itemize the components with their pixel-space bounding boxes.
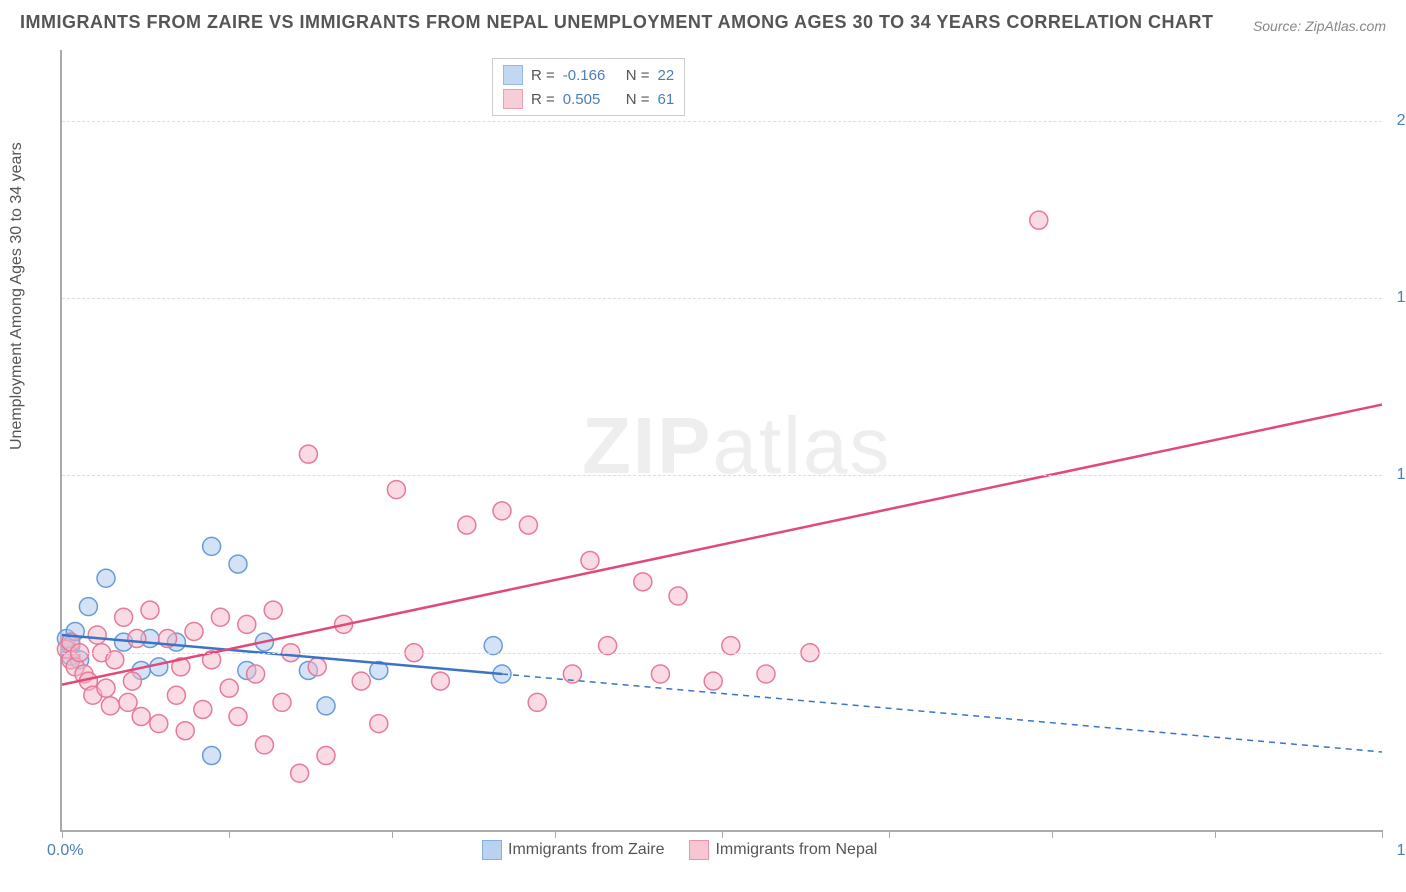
x-tick (1382, 830, 1383, 838)
scatter-point (704, 672, 722, 690)
scatter-point (238, 615, 256, 633)
scatter-point (229, 555, 247, 573)
x-tick (1052, 830, 1053, 838)
scatter-point (119, 693, 137, 711)
gridline (62, 121, 1382, 122)
scatter-point (176, 722, 194, 740)
legend-series-item: Immigrants from Zaire (482, 840, 664, 860)
legend-n-label: N = (626, 67, 650, 84)
trend-line (62, 635, 502, 674)
plot-area: ZIPatlas R =-0.166N =22R =0.505N =61 Imm… (60, 50, 1382, 832)
scatter-point (101, 697, 119, 715)
scatter-point (220, 679, 238, 697)
legend-r-label: R = (531, 91, 555, 108)
scatter-point (203, 747, 221, 765)
gridline (62, 653, 1382, 654)
scatter-point (458, 516, 476, 534)
x-tick (555, 830, 556, 838)
scatter-point (167, 686, 185, 704)
y-axis-label: Unemployment Among Ages 30 to 34 years (8, 142, 26, 450)
scatter-point (141, 601, 159, 619)
scatter-point (370, 715, 388, 733)
legend-stats: R = -0.166 N = 22 R = 0.505 N = 61 (492, 58, 685, 116)
chart-title: IMMIGRANTS FROM ZAIRE VS IMMIGRANTS FROM… (20, 12, 1214, 33)
scatter-point (97, 679, 115, 697)
legend-series-label: Immigrants from Nepal (715, 841, 877, 859)
x-tick (392, 830, 393, 838)
trend-line-extrapolated (502, 674, 1382, 752)
x-tick (62, 830, 63, 838)
scatter-point (308, 658, 326, 676)
source-attribution: Source: ZipAtlas.com (1253, 18, 1386, 34)
scatter-point (229, 708, 247, 726)
scatter-point (150, 715, 168, 733)
scatter-point (273, 693, 291, 711)
scatter-point (264, 601, 282, 619)
scatter-point (299, 445, 317, 463)
legend-r-value: 0.505 (563, 91, 618, 108)
legend-r-value: -0.166 (563, 67, 618, 84)
legend-n-value: 61 (658, 91, 675, 108)
x-axis-max-label: 15.0% (1397, 842, 1406, 860)
scatter-point (185, 622, 203, 640)
scatter-point (123, 672, 141, 690)
scatter-point (1030, 211, 1048, 229)
scatter-point (519, 516, 537, 534)
y-tick-label: 15.0% (1387, 289, 1406, 307)
scatter-point (651, 665, 669, 683)
scatter-point (79, 598, 97, 616)
scatter-point (291, 764, 309, 782)
scatter-point (317, 747, 335, 765)
scatter-point (431, 672, 449, 690)
scatter-point (493, 502, 511, 520)
scatter-point (128, 630, 146, 648)
scatter-point (247, 665, 265, 683)
scatter-point (669, 587, 687, 605)
y-tick-label: 20.0% (1387, 112, 1406, 130)
scatter-point (115, 608, 133, 626)
legend-series-item: Immigrants from Nepal (689, 840, 877, 860)
scatter-point (211, 608, 229, 626)
scatter-point (88, 626, 106, 644)
scatter-point (194, 700, 212, 718)
y-tick-label: 5.0% (1387, 644, 1406, 662)
legend-n-label: N = (626, 91, 650, 108)
y-tick-label: 10.0% (1387, 466, 1406, 484)
scatter-point (150, 658, 168, 676)
legend-stat-row: R = 0.505 N = 61 (503, 87, 674, 111)
scatter-point (255, 736, 273, 754)
legend-swatch (689, 840, 709, 860)
x-tick (1215, 830, 1216, 838)
gridline (62, 475, 1382, 476)
scatter-point (352, 672, 370, 690)
chart-svg (62, 50, 1382, 830)
legend-series-label: Immigrants from Zaire (508, 841, 664, 859)
scatter-point (581, 552, 599, 570)
x-tick (229, 830, 230, 838)
scatter-point (203, 537, 221, 555)
scatter-point (97, 569, 115, 587)
x-tick (889, 830, 890, 838)
legend-swatch (503, 89, 523, 109)
legend-swatch (482, 840, 502, 860)
legend-stat-row: R = -0.166 N = 22 (503, 63, 674, 87)
legend-r-label: R = (531, 67, 555, 84)
legend-series: Immigrants from Zaire Immigrants from Nep… (482, 840, 877, 860)
scatter-point (634, 573, 652, 591)
scatter-point (387, 481, 405, 499)
scatter-point (317, 697, 335, 715)
scatter-point (132, 708, 150, 726)
x-tick (722, 830, 723, 838)
gridline (62, 298, 1382, 299)
scatter-point (528, 693, 546, 711)
scatter-point (757, 665, 775, 683)
legend-n-value: 22 (658, 67, 675, 84)
legend-swatch (503, 65, 523, 85)
x-axis-min-label: 0.0% (47, 842, 83, 860)
